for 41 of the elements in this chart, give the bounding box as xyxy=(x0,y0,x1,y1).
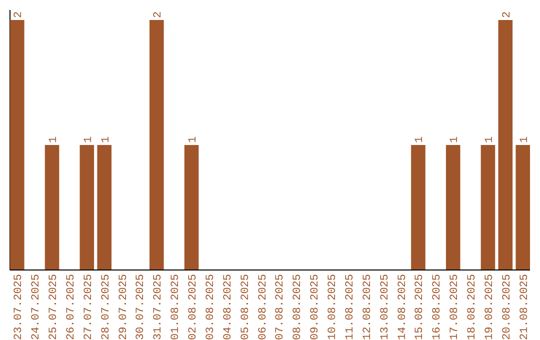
x-tick-label: 03.08.2025 xyxy=(204,274,217,340)
x-tick-label: 23.07.2025 xyxy=(13,274,26,340)
x-tick-label: 16.08.2025 xyxy=(432,274,444,340)
data-label: 1 xyxy=(484,136,496,143)
x-tick-label: 24.07.2025 xyxy=(30,274,43,340)
x-tick-label: 10.08.2025 xyxy=(327,274,340,340)
x-tick-label: 29.07.2025 xyxy=(118,274,130,340)
x-tick-label: 06.08.2025 xyxy=(257,274,270,340)
data-label: 1 xyxy=(414,136,426,143)
x-tick-label: 11.08.2025 xyxy=(344,274,356,340)
x-tick-label: 02.08.2025 xyxy=(188,274,200,340)
data-label: 2 xyxy=(152,11,165,18)
data-label: 2 xyxy=(13,11,26,18)
x-tick-label: 15.08.2025 xyxy=(414,274,426,340)
x-tick-label: 21.08.2025 xyxy=(518,274,531,340)
x-tick-label: 17.08.2025 xyxy=(449,274,462,340)
x-tick-label: 14.08.2025 xyxy=(396,274,409,340)
x-tick-label: 26.07.2025 xyxy=(65,274,78,340)
x-tick-label: 19.08.2025 xyxy=(484,274,496,340)
x-tick-label: 07.08.2025 xyxy=(274,274,287,340)
x-tick-label: 01.08.2025 xyxy=(170,274,182,340)
data-label: 1 xyxy=(82,136,95,143)
data-label: 1 xyxy=(48,136,60,143)
data-label: 1 xyxy=(449,136,462,143)
x-tick-label: 05.08.2025 xyxy=(240,274,252,340)
x-tick-label: 13.08.2025 xyxy=(379,274,392,340)
data-label: 2 xyxy=(501,11,514,18)
x-tick-label: 08.08.2025 xyxy=(292,274,304,340)
x-tick-label: 27.07.2025 xyxy=(82,274,95,340)
data-label: 1 xyxy=(518,136,531,143)
x-tick-label: 20.08.2025 xyxy=(501,274,514,340)
x-tick-label: 18.08.2025 xyxy=(466,274,479,340)
x-tick-label: 31.07.2025 xyxy=(152,274,165,340)
x-tick-label: 30.07.2025 xyxy=(135,274,148,340)
x-tick-label: 12.08.2025 xyxy=(362,274,374,340)
data-label: 1 xyxy=(188,136,200,143)
x-tick-label: 28.07.2025 xyxy=(100,274,112,340)
x-tick-label: 25.07.2025 xyxy=(48,274,60,340)
x-tick-label: 09.08.2025 xyxy=(310,274,322,340)
data-label: 1 xyxy=(100,136,112,143)
x-tick-label: 04.08.2025 xyxy=(222,274,234,340)
